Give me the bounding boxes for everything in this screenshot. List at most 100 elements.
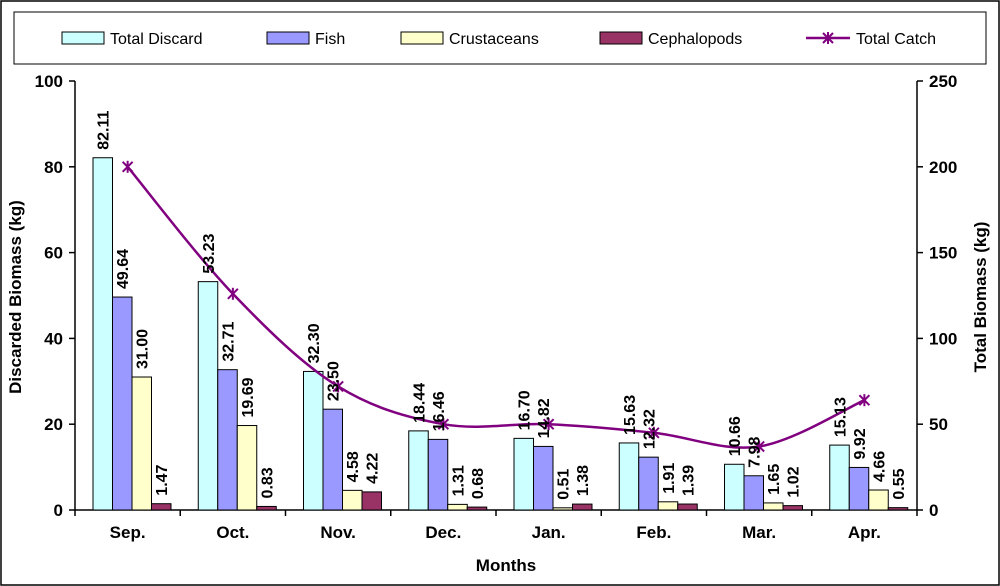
legend-label: Cephalopods (648, 31, 742, 48)
data-label-fish: 16.46 (431, 391, 448, 431)
y2-tick-label: 100 (929, 329, 957, 348)
y-tick-label: 20 (44, 415, 63, 434)
data-label-crustaceans: 1.91 (661, 463, 678, 494)
y2-axis-title: Total Biomass (kg) (971, 222, 990, 373)
bar-crustaceans (342, 489, 363, 511)
y-tick-label: 60 (44, 244, 63, 263)
data-label-total-discard: 82.11 (96, 110, 113, 149)
bar-fish (112, 296, 133, 511)
bar-total-discard (618, 442, 640, 511)
bar-total-discard (197, 281, 219, 511)
x-axis-title: Months (476, 556, 536, 575)
total-catch-marker (437, 418, 450, 431)
y2-tick-label: 200 (929, 158, 957, 177)
x-tick-label: Dec. (425, 523, 461, 542)
data-label-total-discard: 53.23 (201, 234, 218, 274)
x-tick-label: Nov. (320, 523, 356, 542)
data-label-cephalopods: 1.39 (681, 465, 698, 496)
total-catch-marker (542, 418, 555, 431)
bars (92, 157, 909, 511)
bar-crustaceans (657, 501, 679, 511)
x-tick-label: Mar. (742, 523, 776, 542)
bar-fish (638, 456, 659, 511)
bar-crustaceans (868, 489, 889, 511)
total-catch-marker (227, 287, 239, 300)
data-label-crustaceans: 4.66 (872, 451, 889, 482)
data-label-fish: 9.92 (852, 428, 869, 459)
bar-fish (533, 445, 554, 511)
bar-cephalopods (256, 505, 277, 511)
data-labels: 82.11 53.23 32.30 18.44 16.70 15.63 10.66 15.13… (96, 110, 908, 499)
data-label-fish: 7.98 (747, 437, 764, 468)
x-tick-label: Apr. (848, 523, 881, 542)
data-label-crustaceans: 4.58 (345, 451, 362, 482)
data-label-crustaceans: 0.51 (556, 469, 573, 500)
bar-fish (427, 438, 449, 511)
data-label-total-discard: 32.30 (306, 323, 323, 363)
y-tick-label: 100 (35, 72, 63, 91)
y2-tick-label: 150 (929, 244, 957, 263)
y2-tick-label: 250 (929, 72, 957, 91)
data-label-crustaceans: 19.69 (240, 377, 257, 417)
bar-cephalopods (572, 503, 593, 511)
data-label-fish: 14.82 (536, 398, 553, 438)
total-catch-marker (753, 440, 765, 453)
data-label-cephalopods: 0.83 (260, 467, 277, 498)
bar-fish (848, 466, 870, 511)
y-tick-label: 80 (44, 158, 63, 177)
data-label-fish: 12.32 (642, 409, 659, 449)
legend-swatch-crustaceans (400, 31, 444, 45)
data-label-cephalopods: 1.02 (786, 466, 803, 497)
bar-cephalopods (782, 505, 803, 511)
data-label-cephalopods: 1.38 (575, 465, 592, 496)
bar-total-discard (724, 463, 745, 511)
legend-label: Total Discard (110, 31, 202, 48)
bar-total-discard (408, 430, 429, 511)
total-catch-marker (332, 380, 344, 393)
data-label-total-discard: 10.66 (727, 416, 744, 456)
y2-tick-label: 0 (929, 501, 938, 520)
y-tick-label: 40 (44, 329, 63, 348)
legend-swatch-total-discard (61, 31, 105, 45)
bar-total-discard (303, 370, 324, 511)
bar-fish (322, 408, 343, 511)
total-catch-line-layer (121, 160, 871, 453)
data-label-total-discard: 15.63 (622, 395, 639, 435)
bar-cephalopods (887, 507, 909, 511)
data-label-fish: 23.50 (326, 361, 343, 401)
bar-cephalopods (466, 506, 488, 511)
total-catch-marker (648, 426, 660, 439)
x-tick-label: Oct. (216, 523, 249, 542)
legend-label: Total Catch (856, 31, 936, 48)
bar-crustaceans (236, 425, 258, 511)
data-label-crustaceans: 1.65 (766, 464, 783, 495)
total-catch-marker (858, 394, 871, 407)
y-axis-title: Discarded Biomass (kg) (6, 200, 25, 394)
data-label-fish: 49.64 (115, 249, 132, 289)
data-label-total-discard: 18.44 (412, 383, 429, 423)
bar-fish (217, 369, 238, 511)
bar-total-discard (513, 437, 534, 511)
data-label-cephalopods: 0.68 (470, 468, 487, 499)
legend-label: Crustaceans (449, 31, 539, 48)
y-tick-label: 0 (54, 501, 63, 520)
bar-fish (743, 475, 764, 511)
bar-crustaceans (131, 376, 152, 511)
data-label-crustaceans: 31.00 (135, 329, 152, 369)
bar-cephalopods (677, 503, 698, 511)
data-label-crustaceans: 1.31 (451, 465, 468, 496)
y2-tick-label: 50 (929, 415, 948, 434)
bar-total-discard (92, 157, 113, 511)
legend-swatch-fish (266, 31, 310, 45)
bar-crustaceans (552, 507, 573, 511)
data-label-cephalopods: 4.22 (365, 453, 382, 484)
data-label-fish: 32.71 (221, 322, 238, 362)
data-label-total-discard: 16.70 (517, 390, 534, 430)
bar-crustaceans (447, 503, 468, 511)
x-tick-label: Jan. (532, 523, 566, 542)
total-catch-marker (121, 160, 134, 173)
data-label-cephalopods: 0.55 (891, 468, 908, 499)
legend: Total Discard Fish Crustaceans Cephalopods T… (13, 11, 987, 65)
axes: 0 20 40 60 80 100 0 50 100 150 200 250 Sep. Oct. Nov. D… (35, 72, 958, 542)
